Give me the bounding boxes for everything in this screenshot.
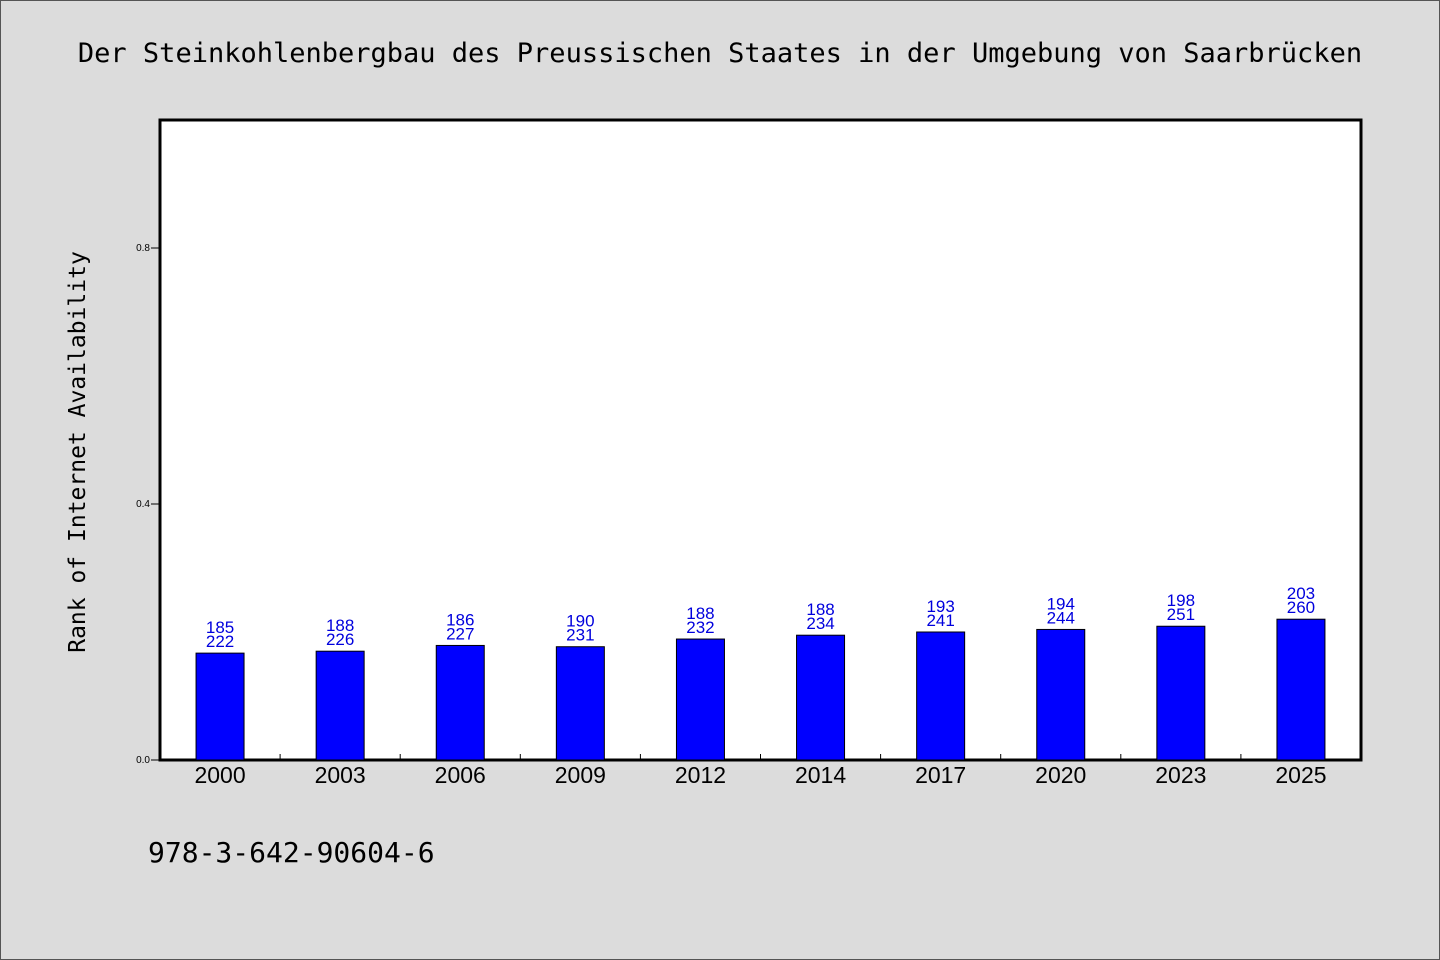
data-label-bottom: 226 bbox=[326, 630, 354, 649]
y-tick-label: 0.0 bbox=[136, 755, 150, 766]
x-tick-label: 2003 bbox=[315, 762, 366, 788]
x-tick-label: 2009 bbox=[555, 762, 606, 788]
bar bbox=[916, 631, 966, 761]
chart-title: Der Steinkohlenbergbau des Preussischen … bbox=[78, 38, 1362, 69]
data-label-bottom: 231 bbox=[566, 626, 594, 645]
data-label-top: 194 bbox=[1047, 594, 1075, 613]
data-label-bottom: 227 bbox=[446, 624, 474, 643]
bar bbox=[1036, 628, 1086, 761]
x-tick-label: 2025 bbox=[1275, 762, 1326, 788]
data-label-top: 198 bbox=[1167, 591, 1195, 610]
data-label-top: 185 bbox=[206, 618, 234, 637]
x-tick-label: 2012 bbox=[675, 762, 726, 788]
data-label-bottom: 234 bbox=[806, 614, 834, 633]
x-tick-label: 2014 bbox=[795, 762, 846, 788]
data-label-bottom: 244 bbox=[1047, 608, 1075, 627]
footer-isbn: 978-3-642-90604-6 bbox=[148, 836, 435, 869]
y-tick-label: 0.4 bbox=[136, 499, 150, 510]
bar bbox=[675, 638, 725, 761]
bar bbox=[195, 652, 245, 761]
data-label-bottom: 232 bbox=[686, 618, 714, 637]
data-label-top: 188 bbox=[806, 600, 834, 619]
bar bbox=[1156, 625, 1206, 761]
data-label-bottom: 241 bbox=[926, 611, 954, 630]
data-label-top: 186 bbox=[446, 610, 474, 629]
data-label-top: 190 bbox=[566, 612, 594, 631]
bar bbox=[796, 634, 846, 761]
y-tick-label: 0.8 bbox=[136, 243, 150, 254]
bar bbox=[435, 644, 485, 761]
x-tick-label: 2006 bbox=[435, 762, 486, 788]
data-label-bottom: 260 bbox=[1287, 598, 1315, 617]
data-label-top: 188 bbox=[686, 604, 714, 623]
bar bbox=[555, 646, 605, 761]
data-label-top: 203 bbox=[1287, 584, 1315, 603]
x-tick-label: 2020 bbox=[1035, 762, 1086, 788]
x-tick-label: 2023 bbox=[1155, 762, 1206, 788]
bar bbox=[315, 650, 365, 761]
bar bbox=[1276, 618, 1326, 761]
data-label-bottom: 222 bbox=[206, 632, 234, 651]
x-tick-label: 2017 bbox=[915, 762, 966, 788]
data-label-top: 188 bbox=[326, 616, 354, 635]
data-label-bottom: 251 bbox=[1167, 605, 1195, 624]
y-axis-label: Rank of Internet Availability bbox=[65, 251, 91, 653]
x-tick-label: 2000 bbox=[194, 762, 245, 788]
data-label-top: 193 bbox=[926, 597, 954, 616]
